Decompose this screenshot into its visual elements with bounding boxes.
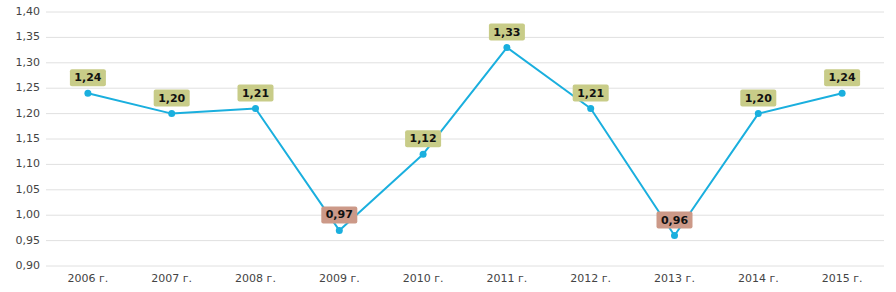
data-label: 1,21 — [577, 87, 604, 100]
y-tick-label: 0,95 — [16, 234, 41, 247]
y-tick-label: 1,00 — [16, 208, 41, 221]
grid-line — [46, 88, 884, 89]
y-tick-label: 1,20 — [16, 107, 41, 120]
data-label: 1,20 — [745, 92, 772, 105]
data-label: 1,33 — [493, 26, 520, 39]
y-tick-label: 1,30 — [16, 56, 41, 69]
point — [587, 105, 594, 112]
data-label-box — [657, 212, 693, 229]
grid-line — [46, 240, 884, 241]
y-axis: 0,90 0,95 1,00 1,05 1,10 1,15 1,20 1,25 1,30 1,35… — [16, 5, 41, 272]
data-label-box — [70, 69, 106, 86]
data-label-box — [740, 90, 776, 107]
data-label-box — [489, 24, 525, 41]
x-tick-label: 2015 г. — [822, 272, 863, 285]
x-tick-label: 2014 г. — [738, 272, 779, 285]
y-grid — [46, 12, 884, 266]
data-label-box — [405, 130, 441, 147]
x-tick-label: 2011 г. — [487, 272, 528, 285]
y-tick-label: 1,35 — [16, 30, 41, 43]
y-tick-label: 1,10 — [16, 157, 41, 170]
x-tick-label: 2007 г. — [151, 272, 192, 285]
data-label-box — [824, 69, 860, 86]
data-label: 1,21 — [242, 87, 269, 100]
point — [336, 227, 343, 234]
x-tick-label: 2009 г. — [319, 272, 360, 285]
data-label: 0,96 — [661, 214, 688, 227]
point — [420, 151, 427, 158]
grid-line — [46, 189, 884, 190]
point — [168, 110, 175, 117]
y-tick-label: 0,90 — [16, 259, 41, 272]
grid-line — [46, 12, 884, 13]
point — [252, 105, 259, 112]
x-tick-label: 2010 г. — [403, 272, 444, 285]
data-label-box — [573, 85, 609, 102]
data-label-box — [238, 85, 274, 102]
chart-container: 0,90 0,95 1,00 1,05 1,10 1,15 1,20 1,25 1,30 1,35… — [0, 0, 896, 292]
data-label: 0,97 — [326, 208, 353, 221]
x-tick-label: 2008 г. — [235, 272, 276, 285]
data-label: 1,12 — [410, 132, 437, 145]
grid-line — [46, 215, 884, 216]
x-tick-label: 2013 г. — [654, 272, 695, 285]
plot-area — [84, 44, 845, 239]
x-axis: 2006 г. 2007 г. 2008 г. 2009 г. 2010 г. 2011 … — [68, 272, 863, 285]
grid-line — [46, 62, 884, 63]
grid-line — [46, 164, 884, 165]
grid-line — [46, 266, 884, 267]
data-label-box — [321, 206, 357, 223]
x-tick-label: 2006 г. — [68, 272, 109, 285]
point — [84, 90, 91, 97]
data-label: 1,20 — [158, 92, 185, 105]
data-labels: 1,24 1,20 1,21 0,97 1,12 1,33 1,21 0,96 1,20 1,24 — [70, 24, 860, 229]
grid-line — [46, 139, 884, 140]
y-tick-label: 1,25 — [16, 81, 41, 94]
grid-line — [46, 37, 884, 38]
data-label-box — [154, 90, 190, 107]
chart: 0,90 0,95 1,00 1,05 1,10 1,15 1,20 1,25 1,30 1,35… — [0, 0, 896, 292]
line — [88, 48, 842, 236]
y-tick-label: 1,05 — [16, 183, 41, 196]
point — [671, 232, 678, 239]
data-label: 1,24 — [74, 71, 101, 84]
data-label: 1,24 — [829, 71, 856, 84]
y-tick-label: 1,15 — [16, 132, 41, 145]
x-tick-label: 2012 г. — [570, 272, 611, 285]
y-tick-label: 1,40 — [16, 5, 41, 18]
point — [839, 90, 846, 97]
point — [503, 44, 510, 51]
point — [755, 110, 762, 117]
